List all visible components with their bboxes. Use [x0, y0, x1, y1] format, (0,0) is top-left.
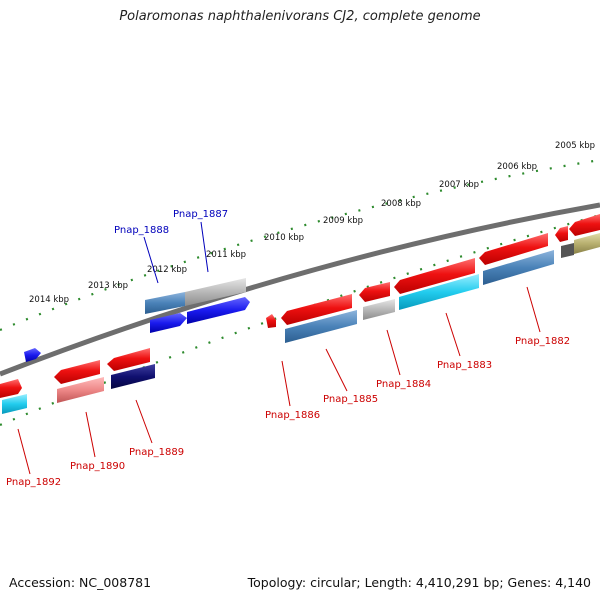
gene-red-b	[359, 282, 390, 302]
leader-line	[445, 312, 461, 357]
gene-pnap-1888	[145, 292, 185, 314]
gene-label-pnap-1883: Pnap_1883	[437, 360, 492, 371]
kbp-labels: 2005 kbp 2006 kbp 2007 kbp 2008 kbp 2009…	[29, 141, 595, 305]
gene-gray-1884	[363, 299, 395, 320]
genes-lower	[0, 233, 600, 414]
gene-blue-2	[187, 297, 250, 324]
gene-pnap-1887	[185, 278, 246, 306]
gene-label-pnap-1887: Pnap_1887	[173, 209, 228, 220]
leader-line	[281, 360, 291, 407]
gene-label-pnap-1885: Pnap_1885	[323, 394, 378, 405]
outer-ruler	[0, 213, 600, 427]
leader-line	[200, 221, 209, 273]
gene-label-pnap-1884: Pnap_1884	[376, 379, 431, 390]
gene-red-d	[479, 233, 548, 265]
leader-line	[386, 329, 401, 376]
kbp-label: 2005 kbp	[555, 141, 595, 151]
gene-red-a	[281, 294, 352, 325]
kbp-label: 2014 kbp	[29, 295, 69, 305]
gene-steel-1882	[483, 250, 554, 285]
gene-cyan-left	[2, 394, 27, 414]
kbp-label: 2011 kbp	[206, 250, 246, 260]
leader-lines	[17, 221, 541, 475]
gene-label-pnap-1886: Pnap_1886	[265, 410, 320, 421]
leader-line	[526, 286, 541, 333]
gene-labels: Pnap_1887 Pnap_1888 Pnap_1882 Pnap_1883 …	[6, 209, 570, 488]
kbp-label: 2010 kbp	[264, 233, 304, 243]
gene-steel-1885	[285, 310, 357, 343]
kbp-label: 2009 kbp	[323, 216, 363, 226]
genes-upper	[24, 214, 600, 362]
gene-label-pnap-1888: Pnap_1888	[114, 225, 169, 236]
leader-line	[17, 428, 31, 475]
kbp-label: 2006 kbp	[497, 162, 537, 172]
kbp-label: 2013 kbp	[88, 281, 128, 291]
leader-line	[325, 348, 348, 392]
kbp-label: 2008 kbp	[381, 199, 421, 209]
genome-backbone	[0, 202, 600, 377]
accession-text: Accession: NC_008781	[9, 575, 152, 590]
gene-label-pnap-1892: Pnap_1892	[6, 477, 61, 488]
gene-red-e	[555, 226, 568, 242]
topology-text: Topology: circular; Length: 4,410,291 bp…	[247, 575, 591, 590]
gene-red-f	[569, 214, 600, 236]
gene-red-small	[266, 314, 276, 328]
gene-blue-small	[24, 348, 41, 362]
gene-olive-right	[574, 233, 600, 254]
kbp-label: 2007 kbp	[439, 180, 479, 190]
gene-pink-1890	[57, 377, 104, 403]
leader-line	[143, 236, 159, 284]
gene-darkgray-right	[561, 243, 574, 258]
leader-line	[135, 399, 153, 444]
map-title: Polaromonas naphthalenivorans CJ2, compl…	[119, 9, 481, 24]
leader-line	[85, 411, 96, 458]
gene-red-c	[394, 258, 475, 294]
gene-blue-1	[150, 313, 187, 333]
gene-red-1890	[54, 360, 100, 384]
gene-label-pnap-1890: Pnap_1890	[70, 461, 125, 472]
gene-red-1889	[107, 348, 150, 371]
kbp-label: 2012 kbp	[147, 265, 187, 275]
gene-red-left	[0, 379, 22, 398]
gene-label-pnap-1882: Pnap_1882	[515, 336, 570, 347]
gene-navy-1889	[111, 364, 155, 389]
gene-label-pnap-1889: Pnap_1889	[129, 447, 184, 458]
gene-cyan-1883	[399, 274, 479, 310]
